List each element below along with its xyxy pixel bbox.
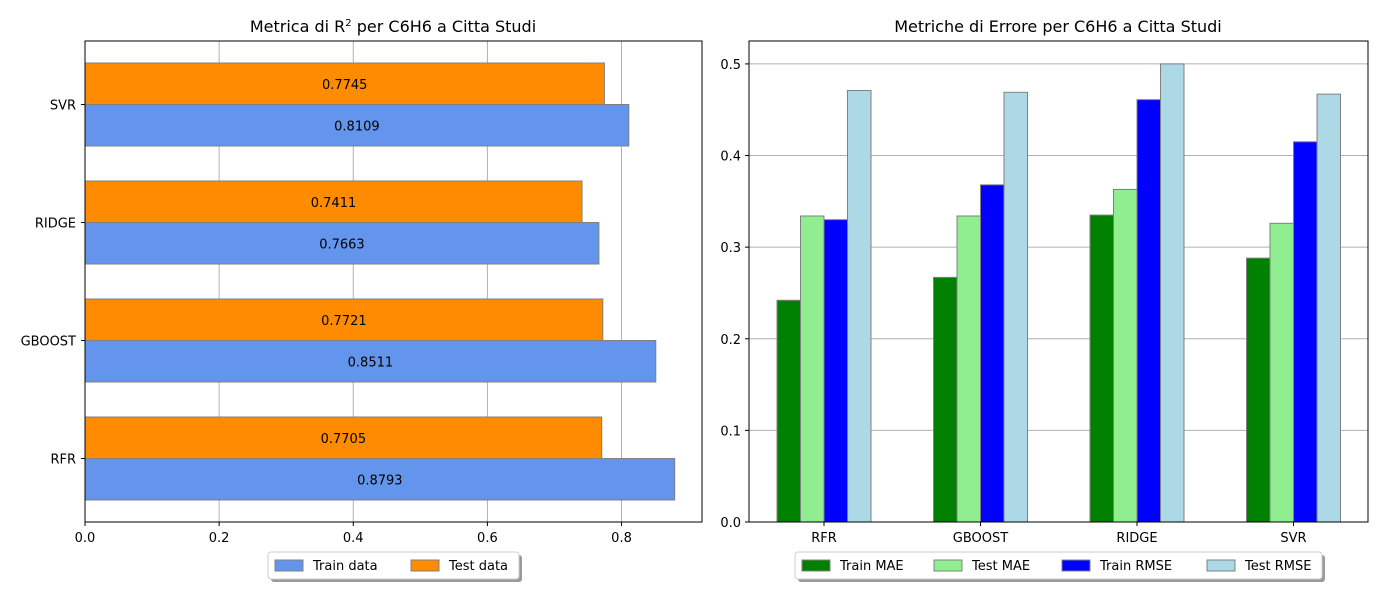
legend-label-test-data: Test data <box>448 559 508 574</box>
bar-svr-test-data <box>84 62 605 105</box>
legend-swatch-train-data <box>274 559 304 572</box>
bar-label-svr-train-data: 0.8109 <box>334 119 380 134</box>
x-tick-label-0-6: 0.6 <box>477 531 498 546</box>
legend-label-test-mae: Test MAE <box>971 559 1030 574</box>
bar-label-ridge-test-data: 0.7411 <box>311 196 357 211</box>
legend-swatch-test-rmse <box>1206 559 1236 572</box>
bar-svr-train-mae <box>1246 257 1271 523</box>
legend-swatch-train-rmse <box>1061 559 1091 572</box>
y-tick-label-0-3: 0.3 <box>720 241 741 256</box>
bar-gboost-train-rmse <box>980 184 1005 523</box>
x-tick-label-0-4: 0.4 <box>343 531 364 546</box>
bar-ridge-train-rmse <box>1136 99 1161 523</box>
y-tick-label-rfr: RFR <box>50 453 76 468</box>
y-tick-label-ridge: RIDGE <box>35 217 76 232</box>
x-tick-label-gboost: GBOOST <box>953 531 1008 546</box>
bar-svr-train-rmse <box>1293 141 1318 523</box>
x-tick-label-svr: SVR <box>1280 531 1306 546</box>
bar-label-svr-test-data: 0.7745 <box>322 78 368 93</box>
bar-label-gboost-train-data: 0.8511 <box>348 355 394 370</box>
bar-svr-test-rmse <box>1316 93 1341 523</box>
bar-rfr-train-rmse <box>823 219 848 523</box>
r2-chart: Metrica di R2 per C6H6 a Citta Studi 0.7… <box>21 17 703 582</box>
bar-label-gboost-test-data: 0.7721 <box>321 314 367 329</box>
bar-ridge-test-rmse <box>1160 63 1185 523</box>
bar-rfr-test-rmse <box>847 89 872 523</box>
y-tick-label-0-4: 0.4 <box>720 150 741 165</box>
r2-legend: Train data Test data <box>267 551 522 582</box>
legend-label-train-data: Train data <box>312 559 378 574</box>
legend-box <box>794 551 1323 580</box>
r2-chart-title: Metrica di R2 per C6H6 a Citta Studi <box>250 17 536 36</box>
bar-svr-train-data <box>84 104 630 147</box>
r2-plot-frame <box>84 40 703 523</box>
bar-label-rfr-train-data: 0.8793 <box>357 473 403 488</box>
bar-ridge-train-data <box>84 222 600 265</box>
error-plot-frame <box>748 40 1369 523</box>
bar-label-ridge-train-data: 0.7663 <box>319 237 365 252</box>
legend-label-train-mae: Train MAE <box>839 559 904 574</box>
legend-box <box>267 551 520 580</box>
bar-gboost-train-mae <box>933 276 958 523</box>
y-tick-label-0-0: 0.0 <box>720 516 741 531</box>
x-tick-label-rfr: RFR <box>811 531 837 546</box>
bar-ridge-test-mae <box>1113 188 1138 523</box>
x-tick-label-0-2: 0.2 <box>209 531 230 546</box>
x-tick-label-ridge: RIDGE <box>1116 531 1157 546</box>
bar-ridge-test-data <box>84 180 583 223</box>
error-legend: Train MAE Test MAE Train RMSE Test RMSE <box>794 551 1325 582</box>
legend-swatch-test-mae <box>933 559 963 572</box>
bar-gboost-test-mae <box>956 215 981 523</box>
y-tick-label-svr: SVR <box>50 99 76 114</box>
y-tick-label-0-5: 0.5 <box>720 58 741 73</box>
error-chart-title: Metriche di Errore per C6H6 a Citta Stud… <box>894 17 1222 36</box>
legend-label-train-rmse: Train RMSE <box>1099 559 1172 574</box>
legend-label-test-rmse: Test RMSE <box>1244 559 1311 574</box>
x-tick-label-0-8: 0.8 <box>611 531 632 546</box>
bar-ridge-train-mae <box>1089 214 1114 523</box>
bar-rfr-test-data <box>84 416 603 459</box>
error-chart: Metriche di Errore per C6H6 a Citta Stud… <box>720 17 1369 582</box>
y-tick-label-0-2: 0.2 <box>720 333 741 348</box>
y-tick-label-0-1: 0.1 <box>720 424 741 439</box>
bar-svr-test-mae <box>1269 222 1294 523</box>
bar-gboost-train-data <box>84 340 657 383</box>
bar-label-rfr-test-data: 0.7705 <box>321 432 367 447</box>
bar-gboost-test-rmse <box>1003 91 1028 523</box>
y-tick-label-gboost: GBOOST <box>21 335 76 350</box>
bar-gboost-test-data <box>84 298 604 341</box>
legend-swatch-test-data <box>410 559 440 572</box>
bar-rfr-train-mae <box>776 299 801 523</box>
x-tick-label-0-0: 0.0 <box>75 531 96 546</box>
legend-swatch-train-mae <box>801 559 831 572</box>
bar-rfr-test-mae <box>800 215 825 523</box>
